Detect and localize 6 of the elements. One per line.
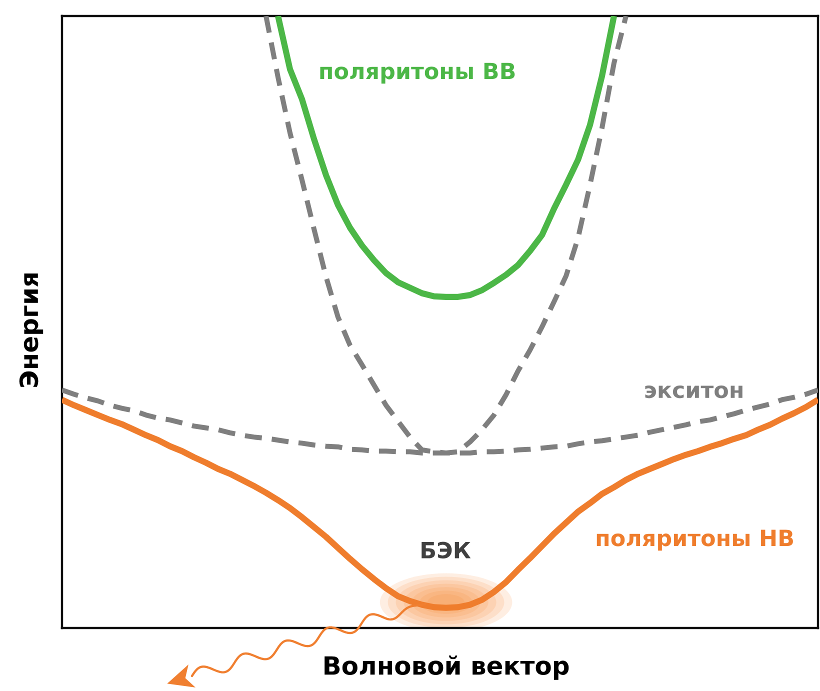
y-axis-title: Энергия (19, 273, 44, 387)
x-axis-title: Волновой вектор (324, 656, 569, 680)
series-label: экситон (645, 385, 742, 398)
annotation: БЭК (422, 542, 471, 559)
series-label: поляритоны ВВ (320, 62, 515, 84)
series-label: поляритоны НВ (596, 530, 793, 551)
